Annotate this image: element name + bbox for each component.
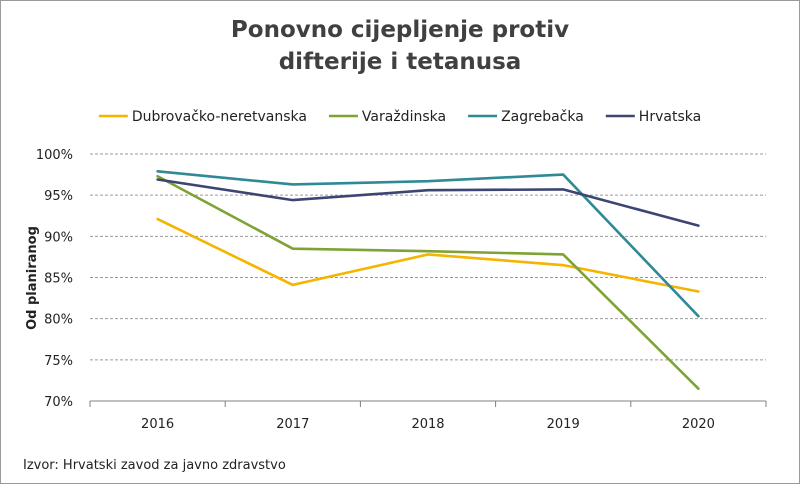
y-axis-label: Od planiranog [25,226,40,330]
series-line-4 [156,178,700,227]
legend: Dubrovačko-neretvanska Varaždinska Zagreba… [98,109,701,125]
series-line-3 [156,169,700,318]
legend-item: Hrvatska [605,109,701,125]
series-line-1 [156,217,700,293]
x-tick-label: 2018 [411,417,444,432]
x-tick-label: 2020 [682,417,715,432]
y-tick-label: 90% [44,230,73,245]
legend-label: Dubrovačko-neretvanska [132,109,307,125]
x-tick-label: 2017 [276,417,309,432]
chart-title-line-2: difterije i tetanusa [278,49,522,75]
y-tick-label: 85% [44,272,73,287]
y-tick-label: 95% [44,189,73,204]
gridlines [90,153,766,361]
legend-item: Zagrebačka [468,109,584,125]
legend-label: Zagrebačka [501,109,584,125]
series-line-2 [156,174,700,390]
legend-item: Dubrovačko-neretvanska [98,109,307,125]
y-tick-label: 100% [36,148,73,163]
chart-title: Ponovno cijepljenje protiv difterije i t… [0,14,800,78]
y-tick-label: 75% [44,354,73,369]
series-lines [156,169,700,390]
axes: 70% 75% 80% 85% 90% 95% 100% 2016 2017 2018 2019 20… [36,148,767,432]
legend-label: Hrvatska [639,109,701,125]
legend-label: Varaždinska [362,109,446,125]
source-note: Izvor: Hrvatski zavod za javno zdravstvo [23,458,286,473]
legend-item: Varaždinska [328,109,446,125]
x-tick-label: 2016 [141,417,174,432]
y-tick-label: 70% [44,395,73,410]
x-tick-label: 2019 [547,417,580,432]
chart-title-line-1: Ponovno cijepljenje protiv [230,17,570,43]
y-tick-label: 80% [44,313,73,328]
